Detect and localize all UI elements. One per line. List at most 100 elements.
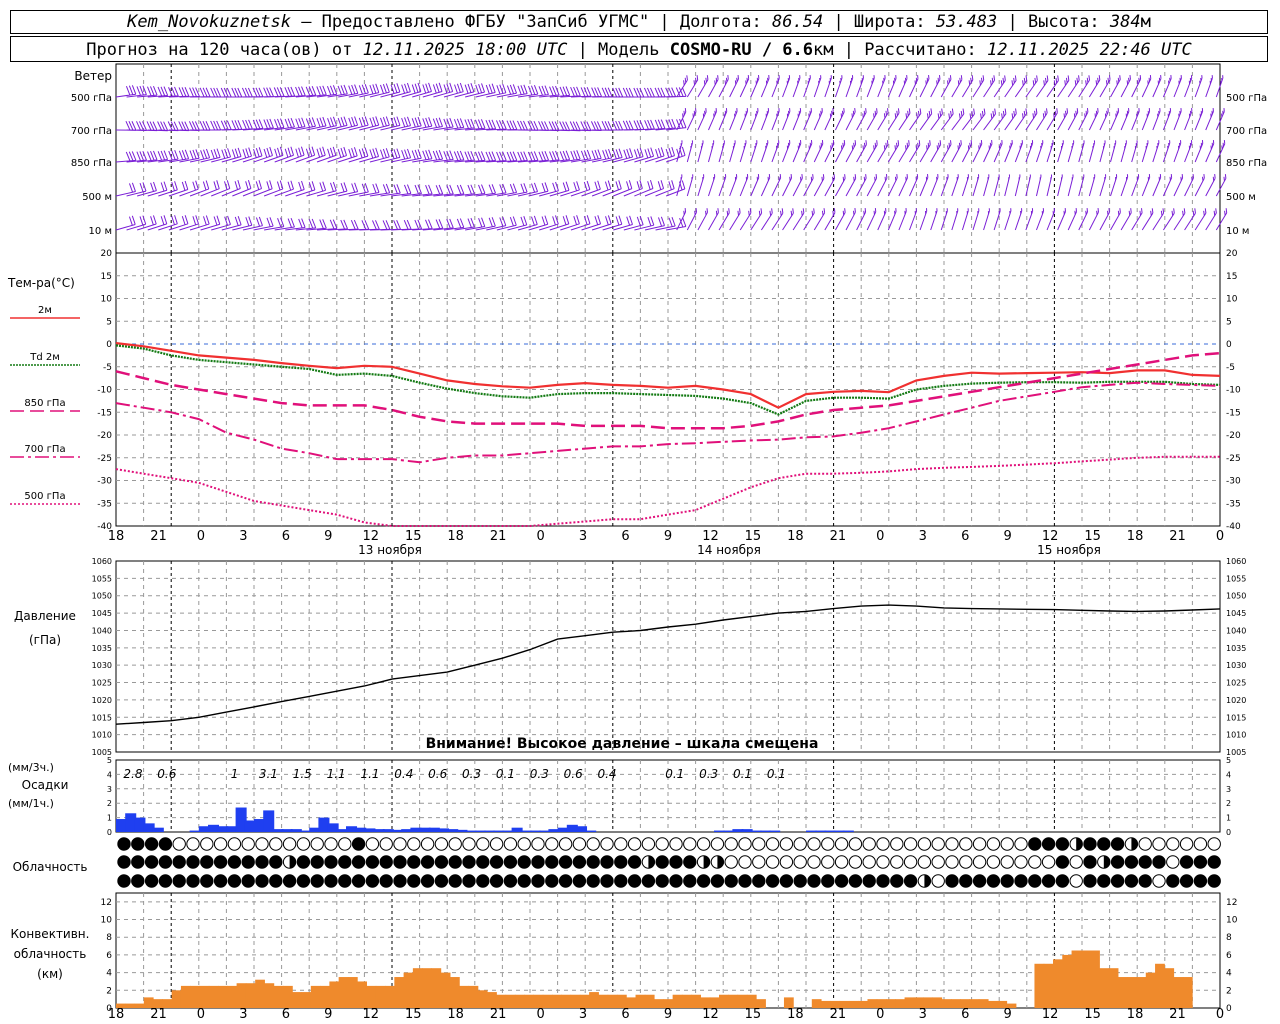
- wind-barb-feather: [660, 147, 665, 157]
- cloud-circle: [710, 874, 725, 888]
- wind-barb-feather: [361, 117, 366, 127]
- wind-barb-feather: [625, 87, 631, 98]
- wind-barb-feather: [649, 87, 655, 98]
- wind-barb-feather: [311, 117, 316, 127]
- hour-tick-label-bottom: 18: [787, 1007, 804, 1022]
- cloud-symbol: [917, 855, 932, 869]
- wind-barb: [887, 78, 897, 98]
- convective-bar: [459, 985, 470, 1008]
- wind-barb-feather: [340, 182, 345, 193]
- wind-barb-feather: [200, 150, 205, 160]
- wind-barb-feather: [152, 85, 158, 96]
- wind-barb: [1194, 177, 1205, 197]
- wind-barb-feather: [348, 117, 353, 127]
- wind-barb-feather: [375, 183, 380, 193]
- wind-barb-feather: [488, 184, 494, 194]
- wind-barb-feather: [1086, 77, 1089, 83]
- cloud-circle: [1179, 874, 1194, 888]
- cloud-symbol: [1097, 855, 1111, 869]
- wind-barb-feather: [862, 145, 864, 150]
- wind-barb-feather: [917, 110, 920, 117]
- precip-bar: [272, 829, 284, 832]
- hour-tick-label: 18: [108, 529, 125, 544]
- wind-barb-feather: [948, 113, 951, 119]
- wind-barb-feather: [597, 180, 601, 190]
- wind-barb-feather: [509, 120, 515, 130]
- cloud-symbol: [1110, 855, 1125, 869]
- wind-barb-feather: [1025, 75, 1028, 81]
- cloud-half: [648, 855, 655, 869]
- wind-barb-feather: [607, 121, 613, 131]
- wind-barb: [782, 111, 791, 131]
- wind-barb: [158, 223, 178, 231]
- hour-tick-label: 15: [1084, 529, 1101, 544]
- precip-bar: [208, 824, 220, 832]
- cloud-symbol: [476, 855, 490, 869]
- wind-barb-feather: [594, 216, 599, 225]
- wind-barb-feather: [237, 147, 242, 157]
- convective-bar: [941, 999, 952, 1008]
- cloud-circle: [393, 874, 407, 888]
- wind-barb-feather: [425, 150, 430, 160]
- wind-barb-feather: [184, 87, 190, 97]
- hour-tick-label: 0: [536, 529, 544, 544]
- wind-barb-feather: [181, 87, 187, 97]
- precip-3h-total: 0.3: [699, 767, 718, 781]
- wind-barb-feather: [1064, 80, 1066, 86]
- wind-barb-feather: [726, 210, 729, 216]
- temp-tick-label: -40: [97, 522, 112, 532]
- cloud-symbol: [255, 855, 269, 869]
- pressure-tick-label-right: 1050: [1226, 592, 1246, 601]
- cloud-circle: [1124, 855, 1139, 869]
- cloud-symbol: [213, 855, 228, 869]
- wind-barb-feather: [1034, 110, 1036, 116]
- precip-bar: [824, 830, 836, 832]
- wind-barb-feather: [330, 117, 335, 127]
- wind-barb-feather: [279, 146, 284, 156]
- cloud-symbol: [848, 874, 863, 888]
- cloud-symbol: [1152, 837, 1166, 851]
- wind-barb-feather: [171, 150, 176, 160]
- cloud-symbol: [821, 855, 835, 869]
- wind-barb-feather: [142, 215, 147, 225]
- cloud-symbol: [752, 855, 766, 869]
- cloud-symbol: [710, 855, 725, 869]
- convective-bar: [524, 994, 534, 1008]
- wind-barb: [951, 79, 963, 98]
- pressure-tick-label-right: 1055: [1226, 574, 1246, 583]
- cloud-circle: [586, 837, 600, 851]
- wind-barb-feather: [308, 182, 313, 191]
- wind-barb-feather: [1063, 113, 1066, 118]
- wind-barb: [697, 176, 705, 197]
- cloud-circle: [241, 874, 255, 888]
- hour-tick-label-bottom: 21: [490, 1007, 507, 1022]
- wind-barb-feather: [205, 148, 211, 158]
- wind-barb-feather: [237, 120, 243, 130]
- convective-bar: [320, 985, 330, 1008]
- wind-barb-feather: [348, 148, 352, 158]
- wind-barb-feather: [168, 87, 173, 97]
- wind-barb-feather: [456, 118, 462, 128]
- wind-barb-feather: [203, 149, 208, 159]
- wind-barb: [909, 144, 921, 163]
- cloud-circle: [848, 874, 863, 888]
- convective-bar: [1145, 972, 1156, 1008]
- convective-bar: [867, 999, 878, 1008]
- wind-barb-feather: [646, 87, 652, 98]
- wind-barb-feather: [396, 83, 401, 93]
- wind-barb-feather: [332, 116, 338, 126]
- wind-barb: [665, 188, 686, 197]
- cloud-circle: [296, 837, 311, 851]
- precip-3h-total: 0.6: [564, 767, 583, 781]
- convective-bar: [468, 985, 479, 1008]
- wind-level-label: 500 гПа: [71, 93, 112, 104]
- wind-barb-feather: [1173, 208, 1175, 214]
- wind-barb: [211, 188, 230, 197]
- wind-barb-feather: [583, 216, 588, 225]
- wind-barb-feather: [192, 87, 197, 97]
- wind-barb-feather: [417, 184, 422, 194]
- wind-barb: [760, 111, 770, 131]
- wind-barb: [951, 176, 959, 197]
- convective-bar: [681, 994, 692, 1008]
- wind-barb-feather: [167, 121, 173, 131]
